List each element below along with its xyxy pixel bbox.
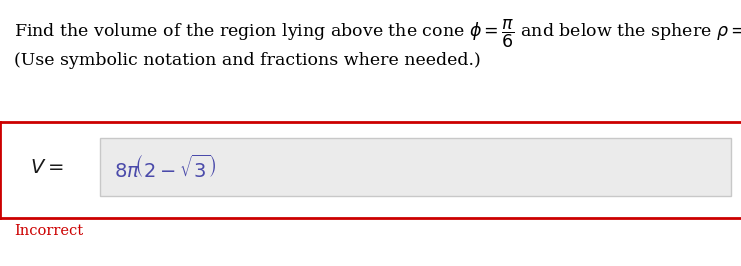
Text: $8\pi\!\left(2 - \sqrt{3}\right)$: $8\pi\!\left(2 - \sqrt{3}\right)$ xyxy=(114,154,216,182)
Text: Find the volume of the region lying above the cone $\phi = \dfrac{\pi}{6}$ and b: Find the volume of the region lying abov… xyxy=(14,18,741,51)
Text: (Use symbolic notation and fractions where needed.): (Use symbolic notation and fractions whe… xyxy=(14,52,481,69)
Text: Incorrect: Incorrect xyxy=(14,224,83,238)
Text: $V =$: $V =$ xyxy=(30,159,64,177)
Bar xyxy=(100,138,731,196)
